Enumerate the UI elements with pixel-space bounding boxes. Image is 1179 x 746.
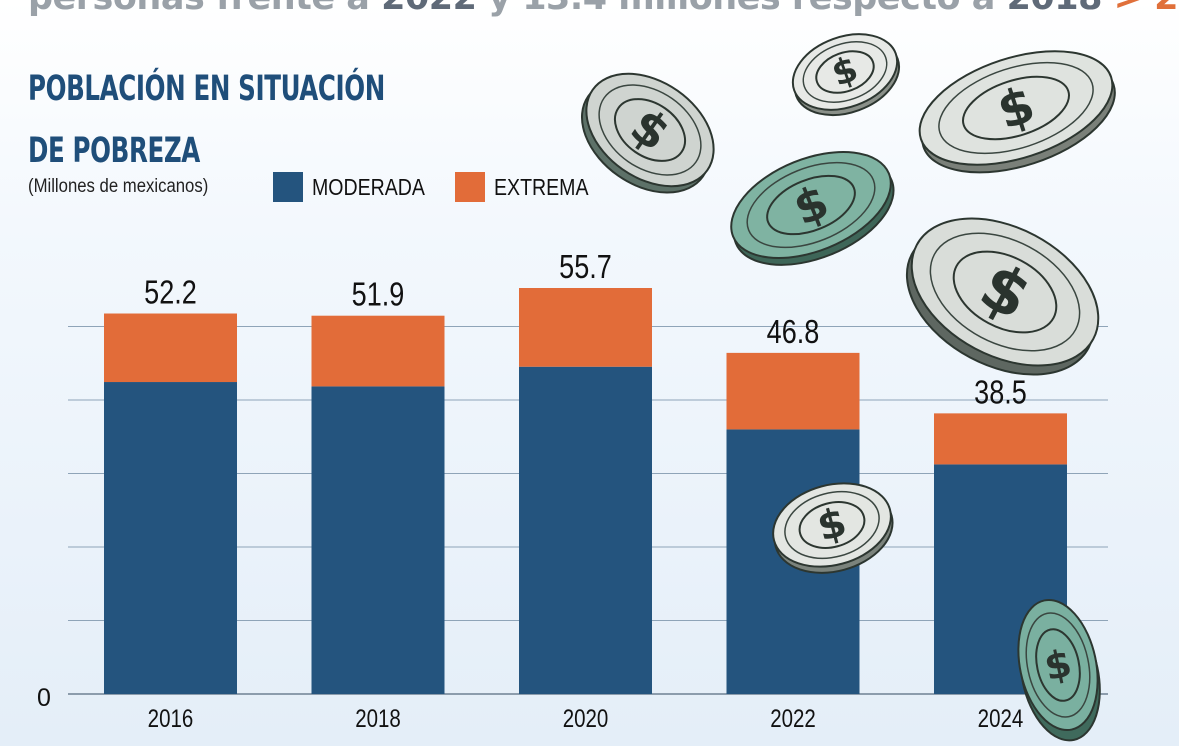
data-label-total: 51.9 — [352, 277, 405, 313]
coin-icon: $ — [772, 482, 894, 574]
x-tick-label: 2022 — [770, 704, 816, 732]
chart-title: POBLACIÓN EN SITUACIÓN DE POBREZA — [28, 58, 385, 182]
headline-text: y 13.4 millones respecto a — [477, 0, 1007, 18]
x-tick-label: 2024 — [978, 704, 1024, 732]
headline-highlight: 2022 — [381, 0, 477, 18]
data-label-total: 55.7 — [559, 250, 612, 286]
legend-label-extrema: EXTREMA — [494, 173, 589, 200]
legend-item-extrema: EXTREMA — [455, 172, 605, 202]
coin-icon: $ — [1017, 598, 1101, 742]
legend-swatch-extrema — [455, 172, 485, 202]
coin-icon: $ — [791, 33, 901, 116]
bar-extrema-2018 — [311, 315, 445, 387]
chart-title-line: POBLACIÓN EN SITUACIÓN — [28, 69, 385, 109]
data-label-total: 38.5 — [974, 375, 1027, 411]
x-tick-label: 2018 — [355, 704, 401, 732]
data-label-total: 52.2 — [144, 275, 197, 311]
coin-icon: $ — [918, 50, 1116, 174]
coin-icon: $ — [730, 150, 895, 266]
headline: personas frente a 2022 y 13.4 millones r… — [28, 0, 1179, 18]
y-tick-label: 0 — [37, 684, 51, 712]
bar-moderada-2016 — [104, 382, 237, 694]
x-tick-label: 2016 — [148, 704, 194, 732]
bar-extrema-2022 — [726, 352, 860, 430]
headline-highlight: 2018 — [1007, 0, 1103, 18]
bar-moderada-2020 — [519, 366, 652, 694]
legend-label-moderada: MODERADA — [312, 173, 425, 200]
bar-extrema-2016 — [104, 313, 237, 383]
legend-item-moderada: MODERADA — [273, 172, 445, 202]
legend-swatch-moderada — [273, 172, 303, 202]
bar-moderada-2018 — [311, 386, 445, 694]
headline-page-ref: > 2 — [1102, 0, 1179, 18]
bar-extrema-2020 — [519, 288, 652, 367]
bar-extrema-2024 — [934, 413, 1067, 465]
x-tick-label: 2020 — [563, 704, 609, 732]
chart-title-line: DE POBREZA — [28, 131, 200, 171]
headline-text: personas frente a — [28, 0, 381, 18]
coin-icon: $ — [580, 72, 715, 194]
coin-icon: $ — [905, 217, 1100, 376]
data-label-total: 46.8 — [767, 314, 820, 350]
chart-subtitle: (Millones de mexicanos) — [28, 176, 209, 197]
